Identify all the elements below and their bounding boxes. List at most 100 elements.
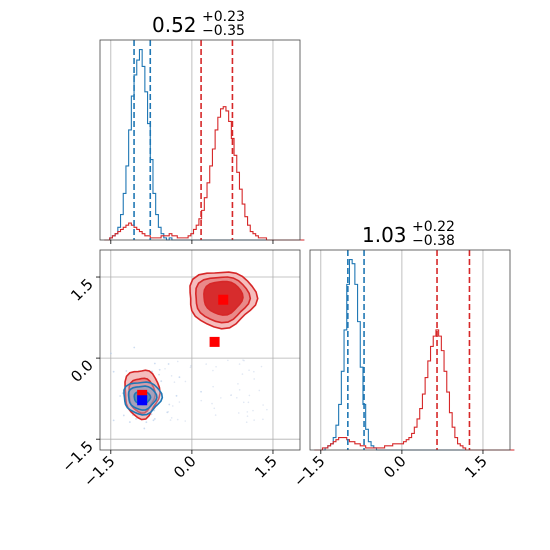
scatter-point	[245, 421, 248, 424]
histogram-series	[314, 258, 515, 451]
scatter-point	[266, 408, 268, 411]
scatter-point	[220, 397, 222, 399]
scatter-point	[227, 359, 229, 362]
scatter-point	[211, 402, 213, 405]
scatter-point	[173, 381, 176, 383]
joint-scatter-contour: −1.5 0.0 1.5 −1.50.01.5	[58, 249, 301, 491]
scatter-point	[170, 375, 173, 377]
scatter-point	[122, 414, 125, 417]
scatter-point	[145, 421, 148, 424]
scatter-point	[212, 385, 214, 388]
axes-frame	[99, 249, 301, 451]
scatter-point	[167, 363, 170, 365]
panel-title-plus: +0.22	[412, 219, 455, 235]
panel-title-value: 1.03	[362, 223, 407, 247]
scatter-point	[164, 367, 166, 370]
panel-title-plus: +0.23	[202, 9, 245, 25]
scatter-point	[112, 370, 115, 373]
y-tick-label: 0.0	[67, 356, 97, 386]
scatter-point	[143, 427, 146, 430]
x-tick-label: 0.0	[380, 452, 410, 482]
scatter-point	[241, 373, 244, 375]
truth-marker-blue	[137, 395, 148, 406]
scatter-point	[253, 370, 255, 373]
scatter-point	[190, 364, 192, 367]
scatter-point	[237, 383, 239, 385]
scatter-point	[125, 370, 128, 372]
truth-marker-red	[218, 294, 229, 305]
scatter-point	[235, 397, 238, 399]
scatter-point	[152, 419, 155, 422]
scatter-point	[214, 414, 217, 416]
marginal-histogram-y: −1.5 0.0 1.5 1.03 +0.22 −0.38	[290, 219, 515, 491]
scatter-point	[248, 369, 250, 372]
scatter-point	[247, 401, 250, 404]
scatter-point	[135, 417, 137, 420]
scatter-point	[150, 413, 153, 416]
scatter-point	[189, 366, 192, 369]
scatter-point	[212, 369, 214, 372]
truth-marker-red	[209, 336, 220, 347]
scatter-point	[242, 359, 244, 361]
scatter-point	[153, 409, 156, 412]
scatter-point	[205, 363, 207, 365]
y-tick-label: 1.5	[67, 275, 97, 305]
axes-frame	[99, 39, 301, 241]
scatter-point	[230, 394, 232, 397]
grid	[110, 40, 274, 240]
scatter-point	[262, 418, 264, 421]
x-tick-label: −1.5	[290, 452, 328, 490]
scatter-point	[160, 380, 163, 383]
panel-title-value: 0.52	[152, 13, 197, 37]
x-tick-label: 1.5	[461, 452, 491, 482]
histogram-series	[314, 329, 515, 451]
scatter-point	[242, 401, 245, 404]
scatter-point	[260, 365, 263, 368]
scatter-point	[167, 410, 170, 413]
axes-frame	[309, 249, 511, 451]
scatter-point	[176, 418, 179, 421]
scatter-point	[200, 390, 202, 393]
scatter-point	[170, 417, 173, 419]
grid	[320, 250, 484, 450]
scatter-point	[252, 409, 254, 412]
scatter-point	[171, 405, 174, 407]
scatter-point	[153, 418, 156, 420]
scatter-point	[158, 373, 160, 376]
scatter-point	[262, 404, 264, 406]
scatter-point	[253, 419, 255, 421]
scatter-point	[237, 412, 240, 414]
scatter-point	[238, 389, 241, 391]
scatter-point	[133, 346, 136, 349]
scatter-point	[200, 399, 203, 402]
scatter-point	[110, 352, 112, 355]
scatter-point	[168, 403, 171, 406]
scatter-point	[178, 401, 181, 403]
scatter-point	[248, 394, 251, 397]
x-tick-label: 0.0	[170, 452, 200, 482]
scatter-point	[178, 376, 181, 379]
scatter-point	[128, 421, 131, 423]
scatter-point	[176, 360, 179, 363]
scatter-point	[119, 395, 122, 397]
marginal-histogram-x: 0.52 +0.23 −0.35	[99, 9, 305, 244]
scatter-point	[184, 420, 187, 422]
scatter-point	[175, 394, 178, 397]
scatter-point	[246, 415, 249, 417]
scatter-point	[158, 368, 161, 371]
scatter-point	[253, 378, 256, 380]
scatter-point	[215, 365, 217, 368]
scatter-point	[169, 419, 172, 421]
scatter-point	[238, 363, 241, 365]
truth-marker-red	[137, 389, 148, 400]
x-tick-label: 1.5	[251, 452, 281, 482]
panel-title-minus: −0.35	[202, 23, 245, 39]
panel-title-minus: −0.38	[412, 233, 455, 249]
scatter-point	[246, 411, 249, 413]
scatter-point	[258, 389, 261, 392]
scatter-point	[184, 380, 187, 383]
scatter-point	[213, 407, 216, 410]
scatter-point	[153, 362, 156, 365]
scatter-point	[112, 419, 115, 422]
